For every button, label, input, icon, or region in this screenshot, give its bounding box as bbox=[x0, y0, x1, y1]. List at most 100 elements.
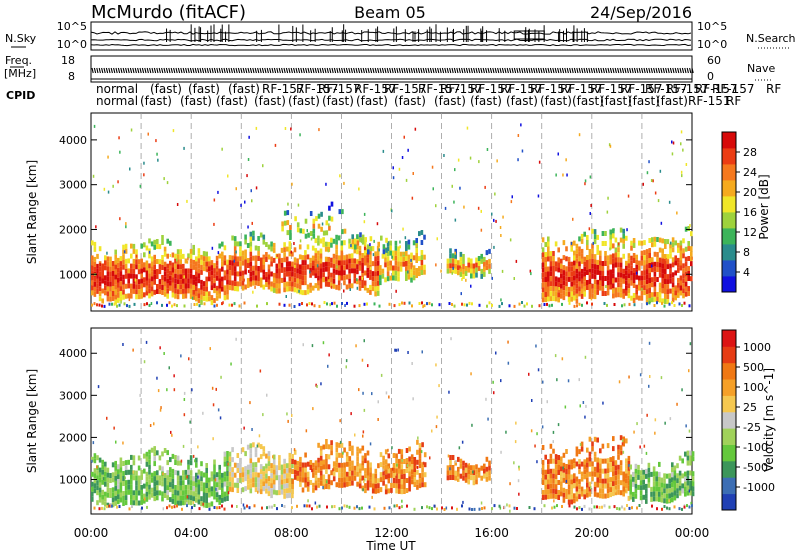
echo-cell bbox=[601, 291, 605, 296]
echo-cell bbox=[684, 281, 688, 287]
echo-cell bbox=[288, 462, 292, 468]
ground-scatter-cell bbox=[438, 303, 441, 307]
echo-cell bbox=[599, 270, 602, 276]
freq-mark bbox=[501, 67, 505, 74]
echo-cell bbox=[552, 488, 555, 494]
freq-mark bbox=[242, 67, 245, 74]
colorbar-tick-label: -1000 bbox=[743, 481, 775, 494]
echo-cell bbox=[343, 240, 346, 246]
echo-cell bbox=[239, 477, 242, 483]
freq-mark bbox=[290, 67, 293, 74]
echo-cell bbox=[560, 491, 563, 497]
freq-mark bbox=[141, 67, 145, 74]
echo-cell bbox=[179, 254, 182, 260]
echo-cell bbox=[622, 228, 625, 234]
echo-cell bbox=[669, 243, 672, 249]
echo-cell bbox=[340, 275, 344, 281]
echo-cell bbox=[632, 268, 636, 273]
echo-cell bbox=[549, 286, 553, 292]
echo-cell bbox=[195, 281, 198, 287]
echo-cell bbox=[93, 488, 97, 494]
ground-scatter-cell bbox=[333, 505, 336, 508]
echo-cell bbox=[285, 463, 289, 469]
freq-mark bbox=[391, 67, 394, 74]
echo-cell bbox=[249, 478, 253, 484]
echo-cell bbox=[322, 474, 326, 480]
echo-cell bbox=[93, 478, 97, 484]
echo-cell bbox=[259, 257, 263, 263]
echo-cell bbox=[288, 261, 292, 267]
echo-cell bbox=[283, 252, 286, 258]
scatter-cell bbox=[287, 419, 289, 423]
echo-cell bbox=[156, 284, 159, 289]
ground-scatter-cell bbox=[616, 507, 618, 510]
echo-cell bbox=[364, 483, 367, 489]
cpid-text: normal bbox=[96, 94, 138, 108]
echo-cell bbox=[562, 285, 566, 291]
echo-cell bbox=[293, 247, 297, 253]
ground-scatter-cell bbox=[393, 304, 396, 308]
scatter-cell bbox=[314, 501, 317, 505]
echo-cell bbox=[614, 257, 618, 263]
echo-cell bbox=[171, 252, 175, 258]
echo-cell bbox=[119, 462, 123, 468]
echo-cell bbox=[309, 272, 312, 278]
echo-cell bbox=[554, 494, 558, 500]
echo-cell bbox=[140, 268, 143, 274]
echo-cell bbox=[98, 296, 102, 302]
echo-cell bbox=[604, 493, 607, 499]
echo-cell bbox=[117, 292, 120, 298]
freq-mark bbox=[122, 67, 125, 74]
echo-cell bbox=[205, 503, 208, 508]
ground-scatter-cell bbox=[631, 506, 633, 510]
echo-cell bbox=[567, 266, 571, 272]
ground-scatter-cell bbox=[621, 304, 623, 308]
echo-cell bbox=[267, 451, 271, 457]
time-axis-ticks: 00:00 04:00 08:00 12:00 16:00 20:00 00:00 bbox=[74, 526, 710, 540]
echo-cell bbox=[410, 474, 414, 480]
echo-cell bbox=[387, 468, 391, 474]
echo-cell bbox=[171, 267, 175, 273]
echo-cell bbox=[187, 474, 190, 480]
ground-scatter-cell bbox=[443, 508, 446, 511]
cpid-text: (fast) bbox=[572, 94, 604, 108]
echo-cell bbox=[573, 478, 576, 484]
echo-cell bbox=[153, 491, 156, 497]
ground-scatter-cell bbox=[176, 304, 178, 308]
echo-cell bbox=[660, 482, 664, 488]
echo-cell bbox=[122, 496, 125, 501]
echo-cell bbox=[609, 457, 612, 463]
echo-cell bbox=[570, 271, 573, 277]
freq-mark bbox=[293, 67, 296, 74]
colorbar-tick-label: 24 bbox=[743, 166, 757, 179]
echo-cell bbox=[625, 275, 628, 281]
scatter-cell bbox=[589, 272, 591, 276]
range-tick-label: 2000 bbox=[59, 223, 87, 236]
echo-cell bbox=[221, 487, 224, 493]
echo-cell bbox=[454, 248, 457, 254]
echo-cell bbox=[283, 272, 286, 278]
echo-cell bbox=[541, 297, 545, 303]
scatter-cell bbox=[163, 177, 165, 181]
echo-cell bbox=[182, 480, 185, 486]
echo-cell bbox=[384, 257, 387, 263]
echo-cell bbox=[619, 287, 623, 293]
echo-cell bbox=[148, 459, 151, 465]
echo-cell bbox=[169, 482, 172, 488]
echo-cell bbox=[562, 275, 566, 281]
scatter-cell bbox=[556, 378, 558, 382]
scatter-cell bbox=[669, 417, 672, 421]
scatter-cell bbox=[385, 391, 388, 395]
echo-cell bbox=[197, 489, 201, 495]
echo-cell bbox=[541, 257, 545, 263]
echo-cell bbox=[410, 262, 413, 268]
scatter-cell bbox=[392, 467, 394, 471]
ground-scatter-cell bbox=[101, 304, 103, 308]
echo-cell bbox=[351, 239, 354, 245]
scatter-cell bbox=[455, 460, 457, 463]
freq-mark bbox=[237, 67, 241, 74]
echo-cell bbox=[619, 292, 623, 298]
ground-scatter-cell bbox=[373, 507, 376, 511]
echo-cell bbox=[246, 464, 250, 470]
scatter-cell bbox=[322, 341, 325, 345]
